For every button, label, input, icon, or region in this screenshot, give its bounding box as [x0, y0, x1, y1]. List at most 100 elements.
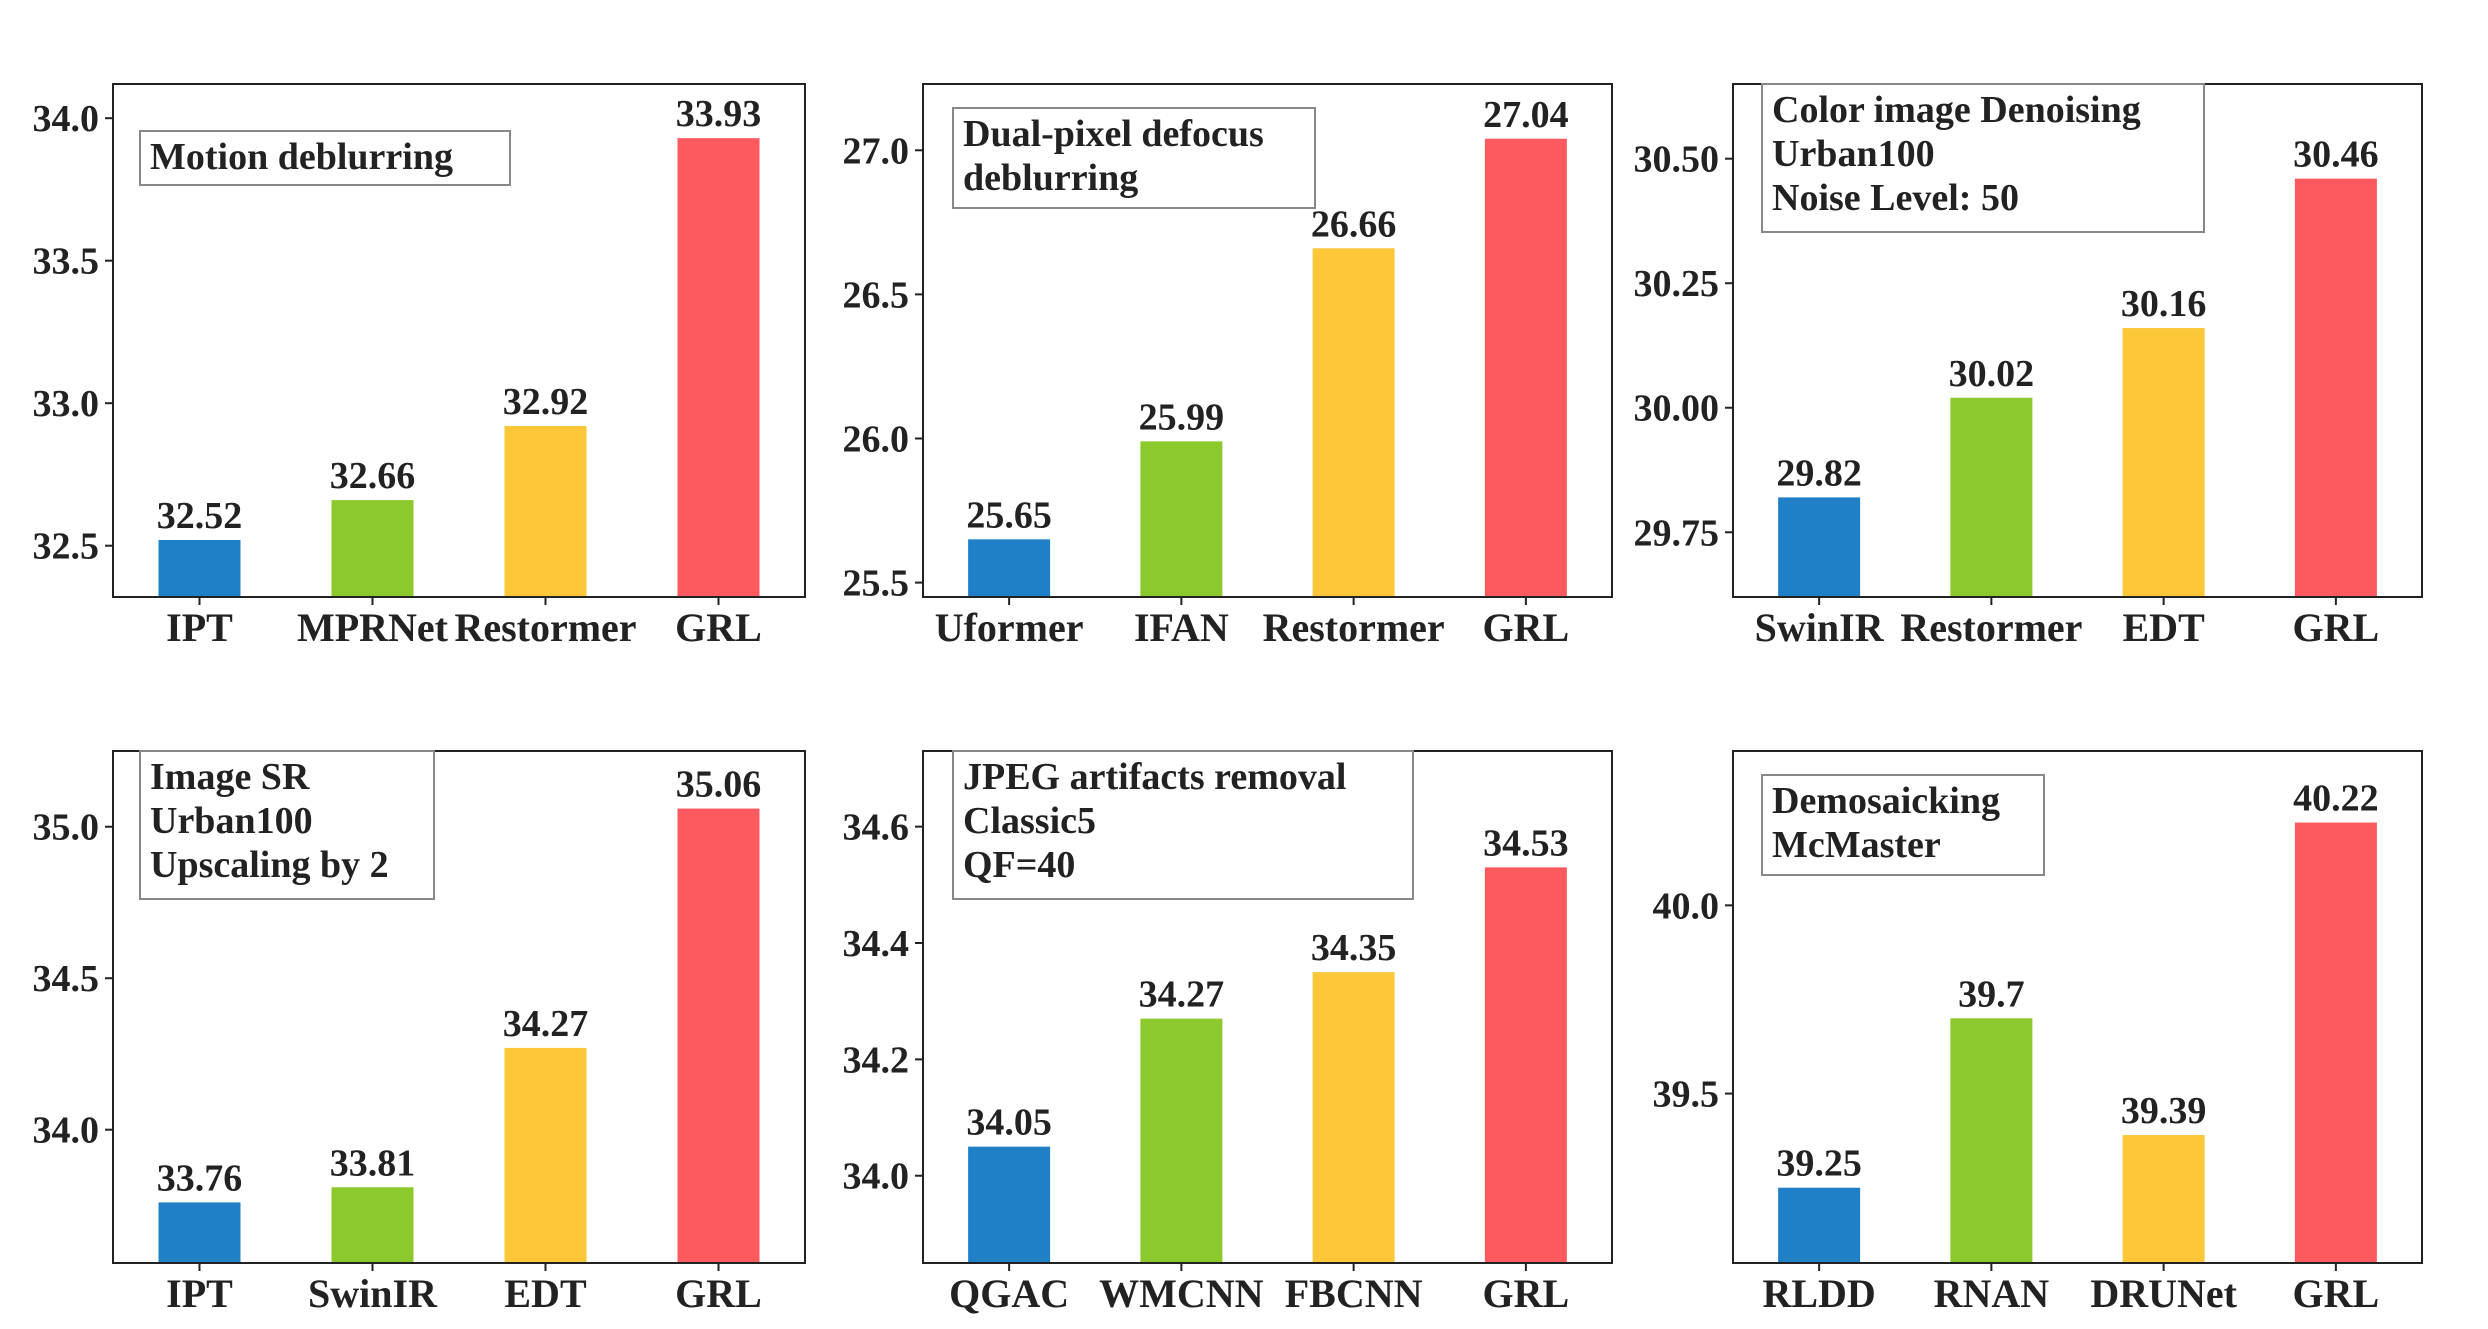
x-tick-label: Restormer — [1900, 605, 2082, 650]
x-tick-label: QGAC — [949, 1271, 1069, 1316]
annotation-box — [952, 107, 1316, 209]
bar-grl — [1484, 138, 1567, 597]
y-tick-label: 33.5 — [33, 241, 100, 283]
chart-panel-5: 34.05 QGAC 34.27 WMCNN 34.35 FBCNN 34.53 GRL 34.… — [843, 750, 1613, 1316]
y-tick-label: 34.2 — [843, 1039, 910, 1081]
bar-swinir — [1778, 497, 1861, 597]
chart-panel-1: 32.52 IPT 32.66 MPRNet 32.92 Restormer 33.93 GR… — [33, 83, 806, 650]
annotation-box — [1761, 774, 2045, 876]
y-tick-label: 25.5 — [843, 563, 910, 605]
y-tick-label: 30.50 — [1634, 139, 1720, 181]
bar-edt — [504, 1047, 587, 1263]
annotation-text: Classic5 — [963, 800, 1096, 842]
y-tick-label: 34.4 — [843, 923, 910, 965]
bar-value-label: 25.99 — [1139, 396, 1225, 438]
bar-value-label: 29.82 — [1776, 452, 1862, 494]
bar-value-label: 30.16 — [2121, 283, 2207, 325]
bar-qgac — [968, 1146, 1051, 1263]
y-tick-label: 34.5 — [33, 958, 100, 1000]
annotation-text: deblurring — [963, 157, 1138, 199]
x-tick-label: IPT — [166, 605, 233, 650]
bar-value-label: 32.52 — [157, 495, 243, 537]
annotation-text: JPEG artifacts removal — [963, 756, 1346, 798]
x-tick-label: GRL — [2293, 605, 2380, 650]
bar-rldd — [1778, 1187, 1861, 1263]
x-tick-label: SwinIR — [308, 1271, 438, 1316]
bar-restormer — [504, 426, 587, 597]
bar-rnan — [1950, 1018, 2033, 1263]
bar-value-label: 25.65 — [966, 494, 1052, 536]
bar-restormer — [1950, 397, 2033, 597]
y-tick-label: 26.5 — [843, 274, 910, 316]
x-tick-label: FBCNN — [1285, 1271, 1423, 1316]
y-tick-label: 34.0 — [843, 1156, 910, 1198]
bar-ipt — [158, 540, 241, 597]
x-tick-label: Restormer — [454, 605, 636, 650]
bar-value-label: 33.81 — [330, 1142, 416, 1184]
x-tick-label: GRL — [675, 1271, 762, 1316]
bar-ifan — [1140, 441, 1223, 597]
x-tick-label: RLDD — [1762, 1271, 1875, 1316]
annotation-text: Demosaicking — [1772, 780, 2000, 822]
y-tick-label: 34.6 — [843, 807, 910, 849]
bar-ipt — [158, 1202, 241, 1263]
y-tick-label: 29.75 — [1634, 512, 1720, 554]
annotation-text: McMaster — [1772, 824, 1941, 866]
x-tick-label: GRL — [675, 605, 762, 650]
x-tick-label: RNAN — [1934, 1271, 2050, 1316]
x-tick-label: EDT — [504, 1271, 587, 1316]
x-tick-label: IFAN — [1134, 605, 1229, 650]
y-tick-label: 30.00 — [1634, 388, 1720, 430]
annotation-box — [139, 750, 435, 900]
y-tick-label: 39.5 — [1653, 1074, 1720, 1116]
bar-wmcnn — [1140, 1018, 1223, 1263]
bar-grl — [2294, 822, 2377, 1263]
annotation-text: QF=40 — [963, 844, 1075, 886]
annotation-text: Dual-pixel defocus — [963, 113, 1264, 155]
bar-value-label: 39.7 — [1958, 973, 2025, 1015]
bar-restormer — [1312, 248, 1395, 598]
bar-value-label: 32.92 — [503, 381, 589, 423]
bar-grl — [677, 138, 760, 597]
x-tick-label: Restormer — [1263, 605, 1445, 650]
y-tick-label: 34.0 — [33, 98, 100, 140]
annotation-text: Image SR — [150, 756, 310, 798]
bar-grl — [2294, 178, 2377, 597]
x-tick-label: GRL — [2293, 1271, 2380, 1316]
bar-grl — [1484, 867, 1567, 1263]
bar-value-label: 40.22 — [2293, 778, 2379, 820]
axes-frame — [112, 750, 806, 1264]
axes-frame — [922, 83, 1613, 598]
annotation-text: Urban100 — [150, 800, 313, 842]
bar-value-label: 27.04 — [1483, 94, 1569, 136]
bar-value-label: 34.05 — [966, 1102, 1052, 1144]
bar-value-label: 35.06 — [676, 764, 762, 806]
bar-grl — [677, 808, 760, 1263]
bar-value-label: 34.53 — [1483, 822, 1569, 864]
annotation-text: Motion deblurring — [150, 136, 453, 178]
bar-value-label: 30.46 — [2293, 134, 2379, 176]
x-tick-label: IPT — [166, 1271, 233, 1316]
x-tick-label: EDT — [2123, 605, 2206, 650]
bar-value-label: 30.02 — [1949, 353, 2035, 395]
y-tick-label: 34.0 — [33, 1110, 100, 1152]
annotation-text: Urban100 — [1772, 133, 1935, 175]
chart-panel-3: 29.82 SwinIR 30.02 Restormer 30.16 EDT 30.46 GR… — [1634, 83, 2423, 650]
bar-value-label: 39.39 — [2121, 1090, 2207, 1132]
bar-edt — [2122, 328, 2205, 597]
chart-panel-4: 33.76 IPT 33.81 SwinIR 34.27 EDT 35.06 GRL 34.0 3… — [33, 750, 806, 1316]
x-tick-label: WMCNN — [1099, 1271, 1264, 1316]
x-tick-label: GRL — [1483, 1271, 1570, 1316]
bar-value-label: 33.76 — [157, 1157, 243, 1199]
chart-panel-6: 39.25 RLDD 39.7 RNAN 39.39 DRUNet 40.22 GRL 39.5… — [1653, 750, 2423, 1316]
x-tick-label: Uformer — [935, 605, 1084, 650]
annotation-text: Upscaling by 2 — [150, 844, 389, 886]
x-tick-label: MPRNet — [297, 605, 449, 650]
axes-frame — [1732, 750, 2423, 1264]
annotation-text: Color image Denoising — [1772, 89, 2141, 131]
bar-uformer — [968, 539, 1051, 597]
y-tick-label: 35.0 — [33, 807, 100, 849]
annotation-box — [139, 130, 511, 186]
bar-value-label: 39.25 — [1776, 1143, 1862, 1185]
